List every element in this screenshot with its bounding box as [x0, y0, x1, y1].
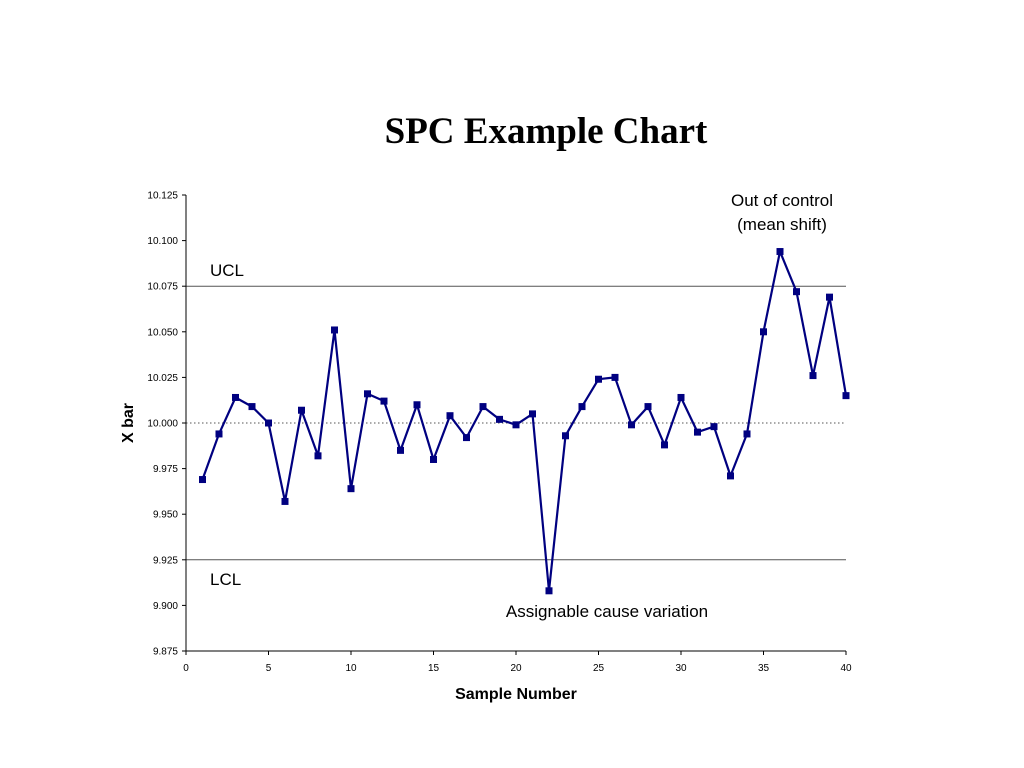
reference-lines — [186, 285, 846, 561]
y-tick-label: 9.975 — [153, 464, 178, 475]
y-tick-label: 9.900 — [153, 601, 178, 612]
data-point — [298, 406, 305, 414]
data-point — [347, 485, 355, 493]
data-point — [331, 326, 338, 334]
data-point — [661, 441, 668, 449]
x-tick-label: 15 — [428, 663, 440, 674]
y-tick-label: 10.025 — [147, 373, 178, 384]
x-tick-label: 25 — [593, 663, 605, 674]
data-point — [232, 393, 239, 401]
data-point — [578, 403, 586, 411]
y-tick-label: 10.050 — [147, 327, 178, 338]
x-tick-label: 40 — [840, 663, 852, 674]
out-of-control-annotation-line1: Out of control — [731, 191, 833, 210]
data-point — [710, 423, 718, 431]
data-point — [809, 372, 817, 380]
series-group — [199, 248, 850, 595]
y-axis-label: X bar — [120, 403, 137, 443]
data-point — [743, 430, 751, 438]
data-point — [380, 397, 388, 405]
y-axis-ticks: 9.875 9.900 9.925 9.950 9.975 10.000 10.025 10.… — [147, 191, 186, 658]
data-point — [826, 293, 833, 301]
data-point — [628, 421, 635, 429]
data-point — [776, 248, 784, 256]
y-tick-label: 9.925 — [153, 555, 178, 566]
data-point — [562, 432, 569, 440]
data-point — [364, 390, 371, 398]
data-point — [215, 430, 223, 438]
data-point — [248, 403, 256, 411]
lcl-label: LCL — [210, 570, 241, 589]
x-tick-label: 5 — [266, 663, 272, 674]
data-point — [281, 497, 289, 505]
data-point — [463, 434, 470, 442]
y-tick-label: 9.950 — [153, 510, 178, 521]
data-point — [397, 446, 404, 454]
out-of-control-annotation-line2: (mean shift) — [737, 215, 827, 234]
x-axis-ticks: 0 5 10 15 20 25 30 35 40 — [183, 651, 852, 674]
x-axis-label: Sample Number — [455, 686, 577, 703]
x-tick-label: 35 — [758, 663, 770, 674]
chart-title: SPC Example Chart — [385, 111, 708, 152]
data-point — [413, 401, 421, 409]
data-point — [760, 328, 767, 336]
data-point — [694, 428, 701, 436]
x-tick-label: 10 — [345, 663, 357, 674]
data-point — [793, 288, 800, 296]
y-tick-label: 9.875 — [153, 647, 178, 658]
y-tick-label: 10.075 — [147, 282, 178, 293]
data-point — [644, 403, 652, 411]
data-point — [446, 412, 454, 420]
data-point — [199, 476, 206, 484]
data-point — [611, 373, 619, 381]
data-point — [529, 410, 536, 418]
data-point — [430, 455, 437, 463]
x-tick-label: 20 — [510, 663, 522, 674]
data-point — [545, 587, 553, 595]
data-point — [314, 452, 322, 460]
data-point — [479, 403, 487, 411]
data-point — [265, 419, 272, 427]
data-point — [842, 392, 850, 400]
series-line — [201, 250, 848, 592]
data-point — [512, 421, 520, 429]
data-point — [727, 472, 734, 480]
x-tick-label: 30 — [675, 663, 687, 674]
assignable-cause-annotation: Assignable cause variation — [506, 602, 708, 621]
y-tick-label: 10.000 — [147, 419, 178, 430]
x-tick-label: 0 — [183, 663, 189, 674]
ucl-label: UCL — [210, 261, 244, 280]
data-point — [595, 375, 602, 383]
data-point — [496, 415, 503, 423]
data-point — [677, 393, 685, 401]
y-tick-label: 10.125 — [147, 191, 178, 202]
y-tick-label: 10.100 — [147, 236, 178, 247]
